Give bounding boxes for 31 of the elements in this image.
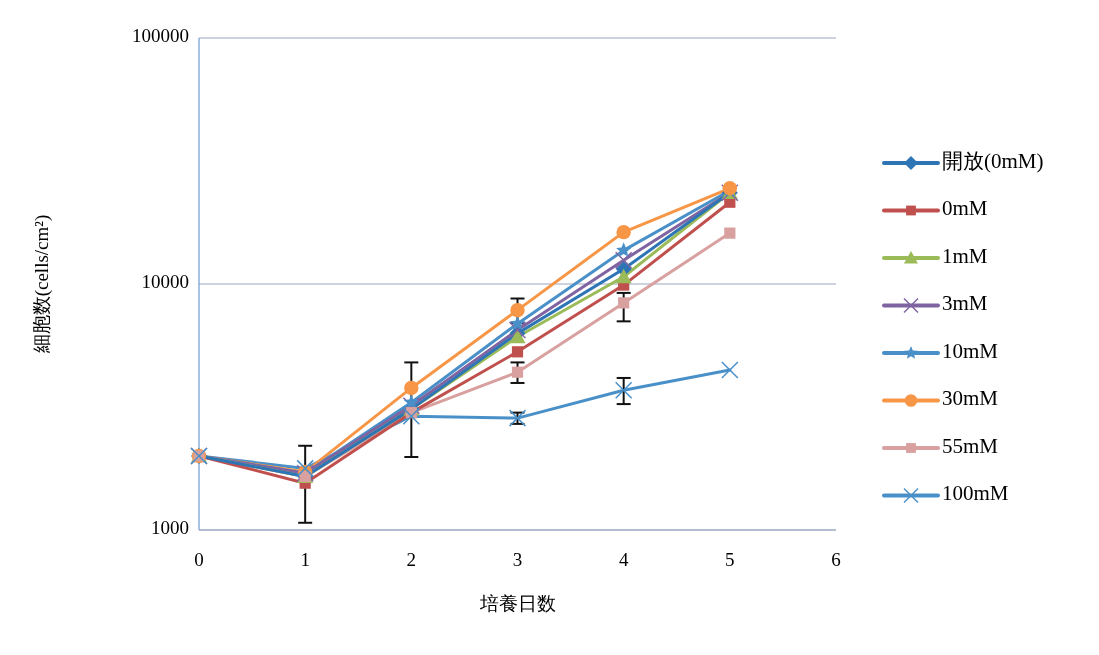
point xyxy=(509,315,526,331)
point xyxy=(404,380,419,396)
y-tick-label: 10000 xyxy=(141,271,189,293)
point xyxy=(616,224,631,240)
legend-label: 開放(0mM) xyxy=(942,148,1044,173)
x-tick-label: 3 xyxy=(512,549,523,570)
x-tick-label: 5 xyxy=(725,549,735,570)
legend-label: 30mM xyxy=(942,386,999,411)
point xyxy=(510,302,525,318)
point xyxy=(403,394,419,409)
y-axis-title: 細胞数(cells/cm²) xyxy=(31,214,53,355)
point xyxy=(616,242,632,257)
legend-label: 100mM xyxy=(942,481,1009,506)
point xyxy=(618,297,630,309)
legend-label: 55mM xyxy=(942,433,999,458)
x-tick-label: 2 xyxy=(406,549,417,570)
legend-label: 3mM xyxy=(942,291,988,316)
x-tick-label: 1 xyxy=(300,549,310,570)
point xyxy=(724,227,736,239)
y-tick-label: 1000 xyxy=(151,517,189,539)
x-axis-title: 培養日数 xyxy=(478,593,556,614)
x-tick-label: 0 xyxy=(194,549,204,570)
x-tick-label: 4 xyxy=(618,549,629,570)
point xyxy=(511,366,524,378)
point xyxy=(511,346,524,358)
legend-label: 1mM xyxy=(942,243,988,268)
legend-label: 0mM xyxy=(942,196,988,221)
point xyxy=(615,268,632,284)
x-tick-label: 6 xyxy=(831,549,841,570)
legend-label: 10mM xyxy=(942,338,999,363)
y-tick-label: 100000 xyxy=(132,25,189,47)
